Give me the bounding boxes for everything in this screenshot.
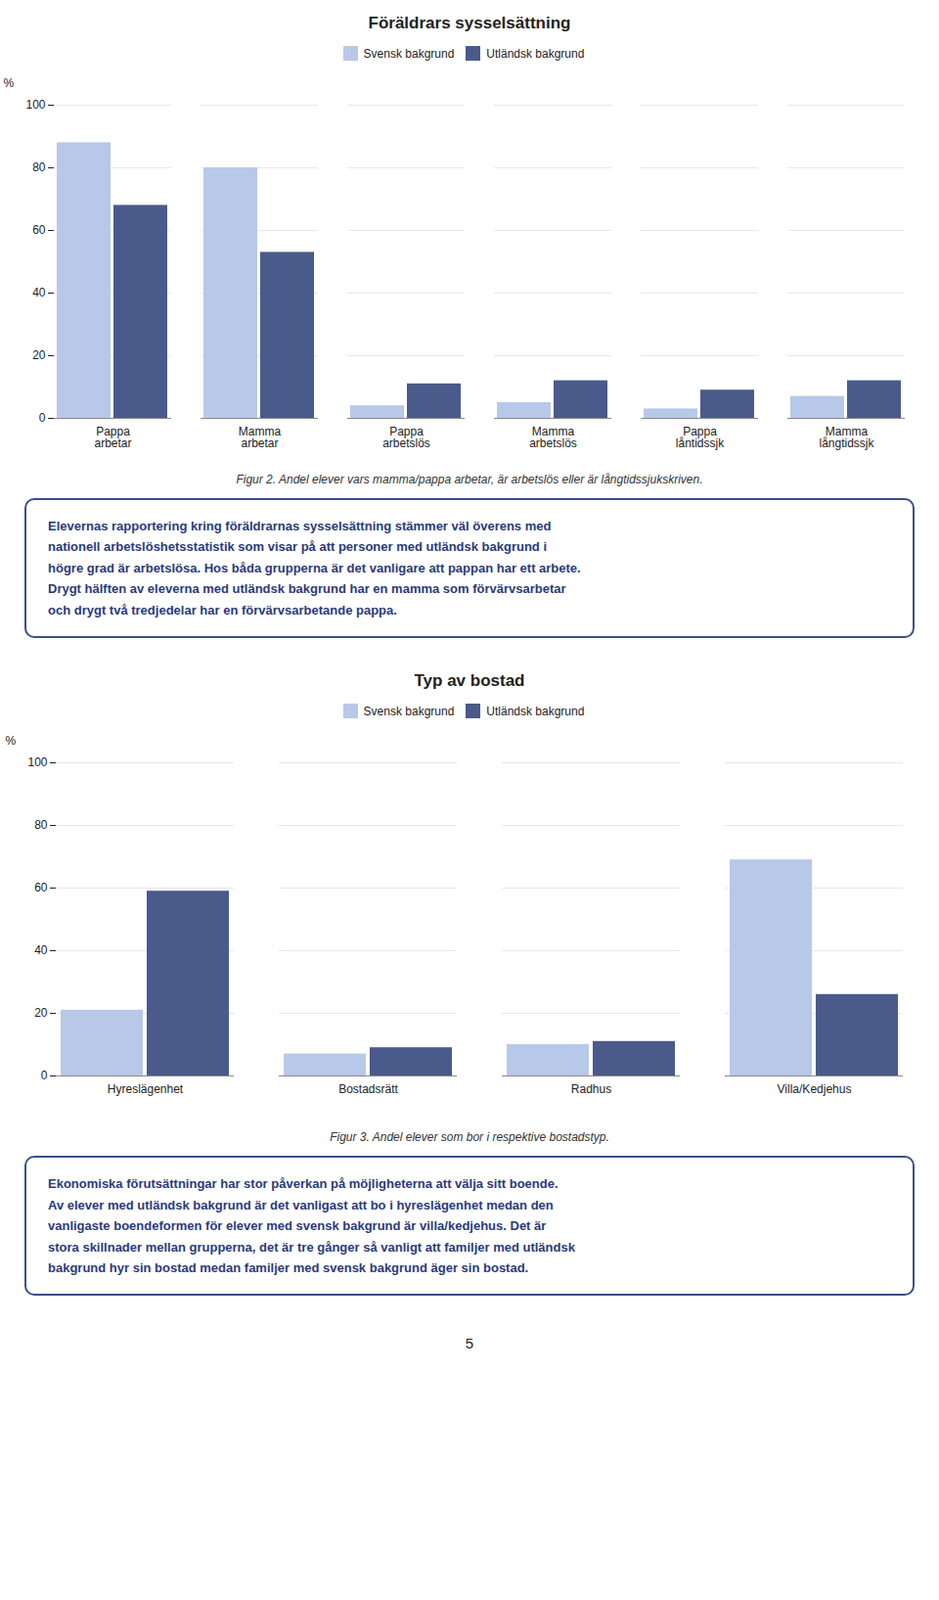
svg-text:Pappalåntidssjk: Pappalåntidssjk (675, 424, 725, 450)
svg-text:100: 100 (27, 756, 47, 770)
svg-text:Mammaarbetslös: Mammaarbetslös (529, 424, 578, 450)
svg-text:60: 60 (34, 881, 48, 895)
svg-text:Bostadsrätt: Bostadsrätt (338, 1081, 399, 1096)
svg-text:40: 40 (32, 285, 46, 300)
html-text:Typ av bostad: Typ av bostad (414, 671, 525, 690)
svg-text:0: 0 (41, 1069, 48, 1083)
html-text:5: 5 (465, 1334, 474, 1352)
svg-text:40: 40 (34, 943, 48, 958)
svg-text:Hyreslägenhet: Hyreslägenhet (107, 1081, 184, 1096)
html-text:Figur 2. Andel elever vars mam: Figur 2. Andel elever vars mamma/pappa a… (236, 472, 703, 487)
html-text:Svensk bakgrund: Svensk bakgrund (363, 703, 455, 718)
svg-text:%: % (3, 76, 15, 90)
html-text:Figur 3. Andel elever som bor: Figur 3. Andel elever som bor i respekti… (329, 1129, 610, 1144)
svg-text:80: 80 (32, 160, 46, 175)
svg-text:80: 80 (34, 818, 48, 833)
svg-text:Pappaarbetslös: Pappaarbetslös (382, 424, 431, 450)
svg-text:0: 0 (39, 410, 46, 425)
svg-text:100: 100 (25, 97, 45, 112)
svg-text:20: 20 (32, 348, 46, 362)
html-text:Svensk bakgrund: Svensk bakgrund (363, 46, 455, 61)
svg-text:Villa/Kedjehus: Villa/Kedjehus (777, 1081, 852, 1096)
html-text:Ekonomiska förutsättningar har: Ekonomiska förutsättningar har stor påve… (47, 1175, 576, 1275)
svg-text:60: 60 (32, 223, 46, 237)
svg-text:Mammaarbetar: Mammaarbetar (238, 424, 282, 450)
svg-text:20: 20 (34, 1006, 48, 1021)
svg-text:Mammalångtidssjk: Mammalångtidssjk (818, 424, 875, 450)
html-text:Utländsk bakgrund: Utländsk bakgrund (486, 46, 585, 61)
html-text:Utländsk bakgrund: Utländsk bakgrund (486, 703, 585, 718)
html-text:Föräldrars sysselsättning: Föräldrars sysselsättning (368, 13, 571, 33)
svg-text:Radhus: Radhus (571, 1081, 612, 1096)
svg-text:%: % (5, 733, 17, 748)
html-text:Elevernas rapportering kring f: Elevernas rapportering kring föräldrarna… (47, 518, 581, 618)
svg-text:Pappaarbetar: Pappaarbetar (93, 424, 132, 450)
